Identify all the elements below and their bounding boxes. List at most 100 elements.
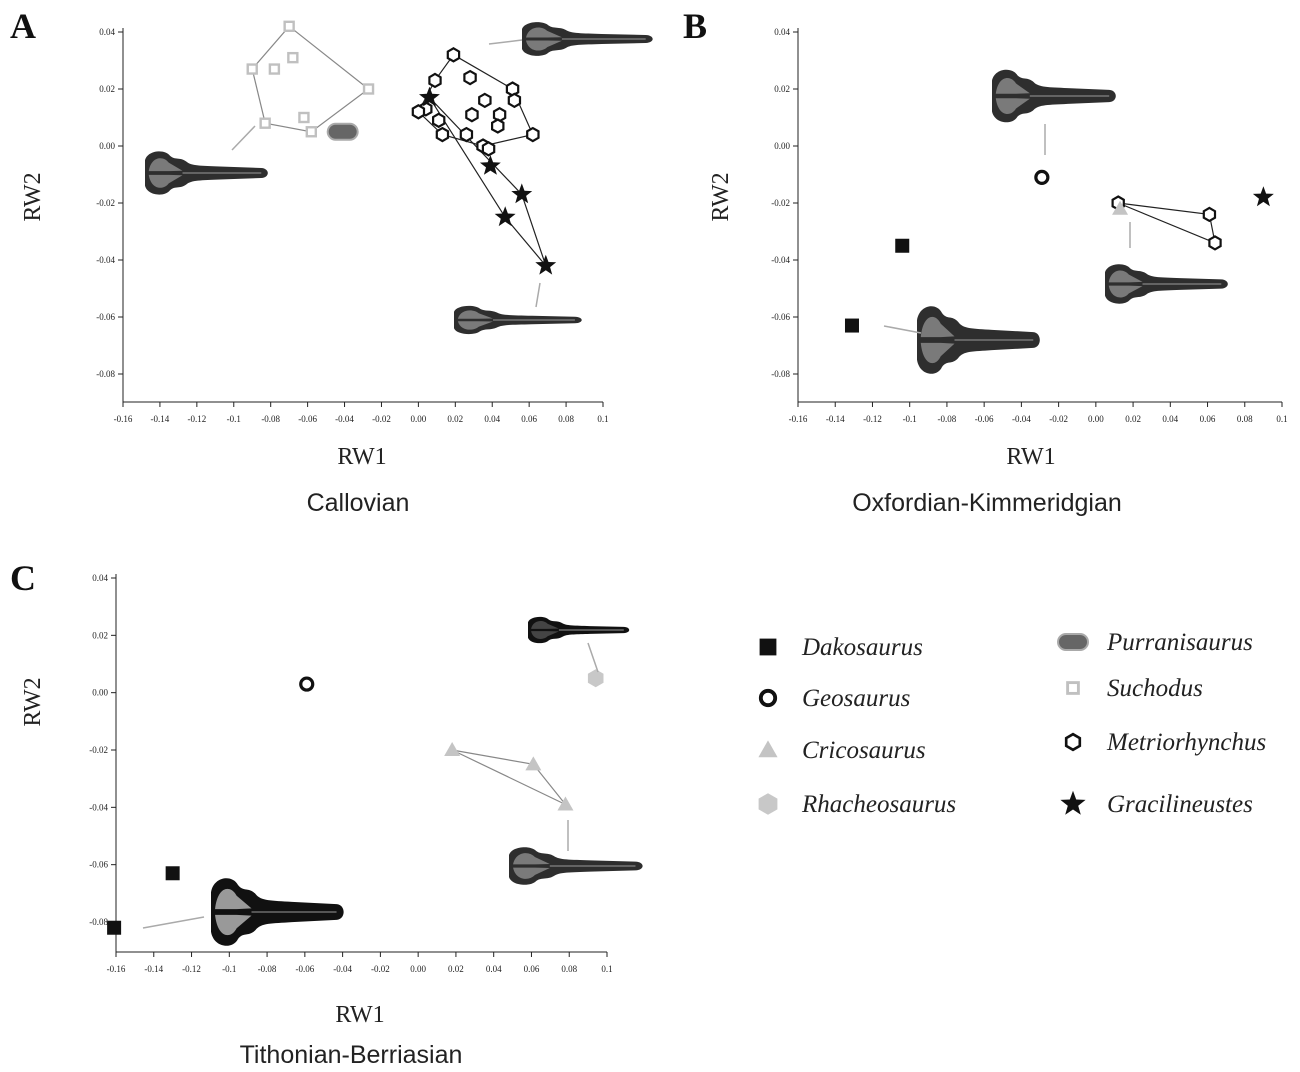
- x-tick-label: -0.02: [1049, 414, 1068, 424]
- leader-line: [535, 282, 541, 308]
- hull-suchodus: [251, 25, 370, 133]
- panel-c: C 0.04 0.02 0.00 -0.02 -0.04 -0.06 -0.08 -0.16 -0…: [10, 558, 643, 1069]
- x-tick-label: -0.06: [975, 414, 994, 424]
- leader-line: [142, 916, 205, 929]
- point-suchodus: [283, 20, 295, 32]
- y-tick-label: 0.00: [99, 141, 115, 151]
- legend-marker-dakosaurus: [759, 638, 777, 656]
- y-tick-label: 0.00: [92, 688, 108, 698]
- x-tick-label: 0.08: [561, 964, 577, 974]
- point-suchodus: [362, 83, 375, 95]
- skull-fenestra-lower: [920, 342, 955, 364]
- x-tick-label: 0.00: [1088, 414, 1104, 424]
- y-tick-label: -0.02: [771, 198, 790, 208]
- hull-metriorhynchus: [1117, 202, 1216, 244]
- x-tick-label: 0.06: [521, 414, 537, 424]
- panel-caption: Tithonian-Berriasian: [240, 1041, 463, 1069]
- point-purranisaurus: [326, 122, 359, 141]
- leader-line: [488, 39, 523, 45]
- legend-label: Purranisaurus: [1106, 629, 1253, 656]
- point-gracilineustes: [511, 183, 533, 204]
- skull-illustration: [211, 878, 344, 946]
- x-tick-label: 0.04: [1162, 414, 1178, 424]
- panel-letter: A: [10, 6, 36, 46]
- x-axis-title: RW1: [335, 1002, 384, 1028]
- x-tick-label: 0.1: [601, 964, 612, 974]
- legend-item-purranisaurus: Purranisaurus: [1057, 629, 1253, 656]
- point-metriorhynchus: [465, 106, 479, 123]
- point-metriorhynchus: [505, 81, 520, 97]
- point-cricosaurus: [1112, 200, 1129, 215]
- legend: Dakosaurus Geosaurus Cricosaurus Rhacheosau…: [758, 629, 1266, 818]
- x-tick-label: -0.02: [372, 414, 391, 424]
- skull-fenestra-upper: [531, 621, 559, 629]
- x-tick-label: -0.1: [222, 964, 236, 974]
- skull-fenestra-lower: [148, 174, 183, 188]
- skull-fenestra-upper: [513, 853, 550, 865]
- y-tick-label: 0.00: [774, 141, 790, 151]
- x-tick-label: 0.04: [484, 414, 500, 424]
- legend-marker-metriorhynchus: [1064, 732, 1082, 752]
- panel-b: B 0.04 0.02 0.00 -0.02 -0.04 -0.06 -0.08 -0.16 -0…: [683, 6, 1288, 517]
- y-tick-label: -0.02: [89, 745, 108, 755]
- x-tick-label: -0.08: [938, 414, 957, 424]
- legend-marker-purranisaurus: [1057, 633, 1089, 651]
- x-tick-label: -0.04: [333, 964, 352, 974]
- point-dakosaurus: [895, 238, 910, 253]
- point-metriorhynchus: [526, 126, 540, 143]
- x-tick-label: 0.02: [448, 964, 464, 974]
- x-tick-label: 0.1: [597, 414, 608, 424]
- x-tick-label: -0.14: [826, 414, 845, 424]
- skull-fenestra-lower: [457, 321, 493, 330]
- x-tick-label: -0.16: [114, 414, 133, 424]
- x-tick-label: -0.16: [789, 414, 808, 424]
- y-tick-label: -0.04: [89, 802, 108, 812]
- y-tick-label: -0.08: [771, 369, 790, 379]
- hull-cricosaurus: [451, 749, 566, 806]
- point-rhacheosaurus: [587, 669, 604, 688]
- skull-fenestra-lower: [525, 40, 562, 51]
- y-tick-label: -0.04: [771, 255, 790, 265]
- point-suchodus: [298, 111, 310, 124]
- x-axis-title: RW1: [1006, 444, 1055, 470]
- point-geosaurus: [299, 676, 315, 692]
- panel-a: A 0.04 0.02 0.00 -0.02 -0.04 -0.06 -0.08 -0.16 -0…: [10, 6, 653, 517]
- legend-marker-cricosaurus: [758, 740, 778, 758]
- y-tick-label: -0.06: [89, 860, 108, 870]
- y-axis-title: RW2: [20, 172, 46, 221]
- point-metriorhynchus: [463, 69, 477, 86]
- legend-label: Dakosaurus: [801, 634, 923, 661]
- hull-gracilineustes: [428, 97, 547, 267]
- legend-label: Rhacheosaurus: [801, 791, 956, 818]
- legend-marker-geosaurus: [758, 688, 778, 708]
- x-tick-label: -0.04: [335, 414, 354, 424]
- point-dakosaurus: [107, 920, 122, 935]
- legend-marker-gracilineustes: [1060, 790, 1086, 815]
- panel-caption: Oxfordian-Kimmeridgian: [852, 489, 1122, 517]
- y-tick-label: 0.04: [99, 27, 115, 37]
- leader-line: [231, 125, 256, 151]
- y-axis-title: RW2: [708, 172, 734, 221]
- legend-item-geosaurus: Geosaurus: [758, 685, 910, 712]
- point-suchodus: [287, 51, 299, 64]
- x-tick-label: 0.02: [447, 414, 463, 424]
- legend-label: Metriorhynchus: [1106, 729, 1266, 756]
- y-tick-label: 0.02: [774, 84, 790, 94]
- point-dakosaurus: [165, 866, 180, 881]
- skull-fenestra-upper: [525, 27, 562, 38]
- skull-fenestra-upper: [148, 158, 183, 172]
- x-tick-label: 0.00: [411, 414, 427, 424]
- point-cricosaurus: [525, 756, 542, 771]
- skull-fenestra-lower: [995, 98, 1030, 114]
- x-tick-label: 0.06: [1200, 414, 1216, 424]
- x-tick-label: -0.06: [298, 414, 317, 424]
- x-tick-label: -0.12: [182, 964, 201, 974]
- point-cricosaurus: [444, 742, 461, 756]
- skull-illustration: [522, 22, 653, 56]
- skull-illustration: [509, 847, 643, 885]
- skull-fenestra-upper: [920, 316, 955, 338]
- leader-line: [883, 325, 922, 334]
- skull-fenestra-upper: [215, 888, 252, 910]
- point-metriorhynchus: [491, 118, 505, 134]
